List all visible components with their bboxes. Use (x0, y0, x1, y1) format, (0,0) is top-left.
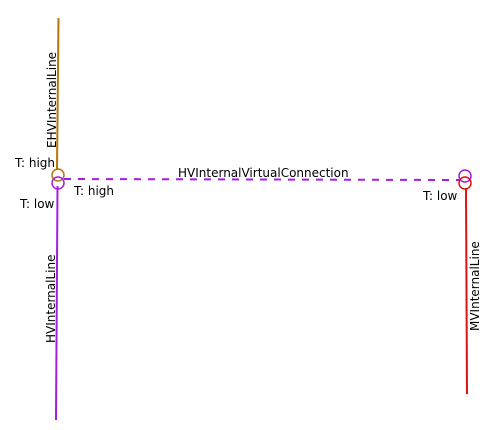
right-transformer[interactable] (458, 169, 472, 190)
right-transformer-upper-winding (458, 169, 472, 183)
left-transformer-lower-label: T: low (19, 197, 55, 211)
hv-internal-virtual-connection[interactable] (63, 178, 460, 181)
hv-internal-line[interactable] (55, 185, 59, 421)
hv-internal-virtual-connection-label: HVInternalVirtualConnection (178, 166, 349, 180)
left-transformer-connection-label: T: high (73, 184, 114, 198)
mv-internal-line[interactable] (465, 187, 468, 395)
left-transformer-upper-label: T: high (14, 156, 55, 170)
left-transformer-upper-winding (51, 168, 65, 182)
right-transformer-lower-label: T: low (422, 189, 458, 203)
hv-internal-line-label: HVInternalLine (44, 255, 58, 344)
ehv-internal-line[interactable] (56, 17, 60, 171)
right-transformer-lower-winding (458, 176, 472, 190)
left-transformer-lower-winding (51, 176, 65, 190)
left-transformer[interactable] (51, 168, 65, 190)
ehv-internal-line-label: EHVInternalLine (45, 52, 59, 148)
mv-internal-line-label: MVInternalLine (468, 241, 482, 331)
